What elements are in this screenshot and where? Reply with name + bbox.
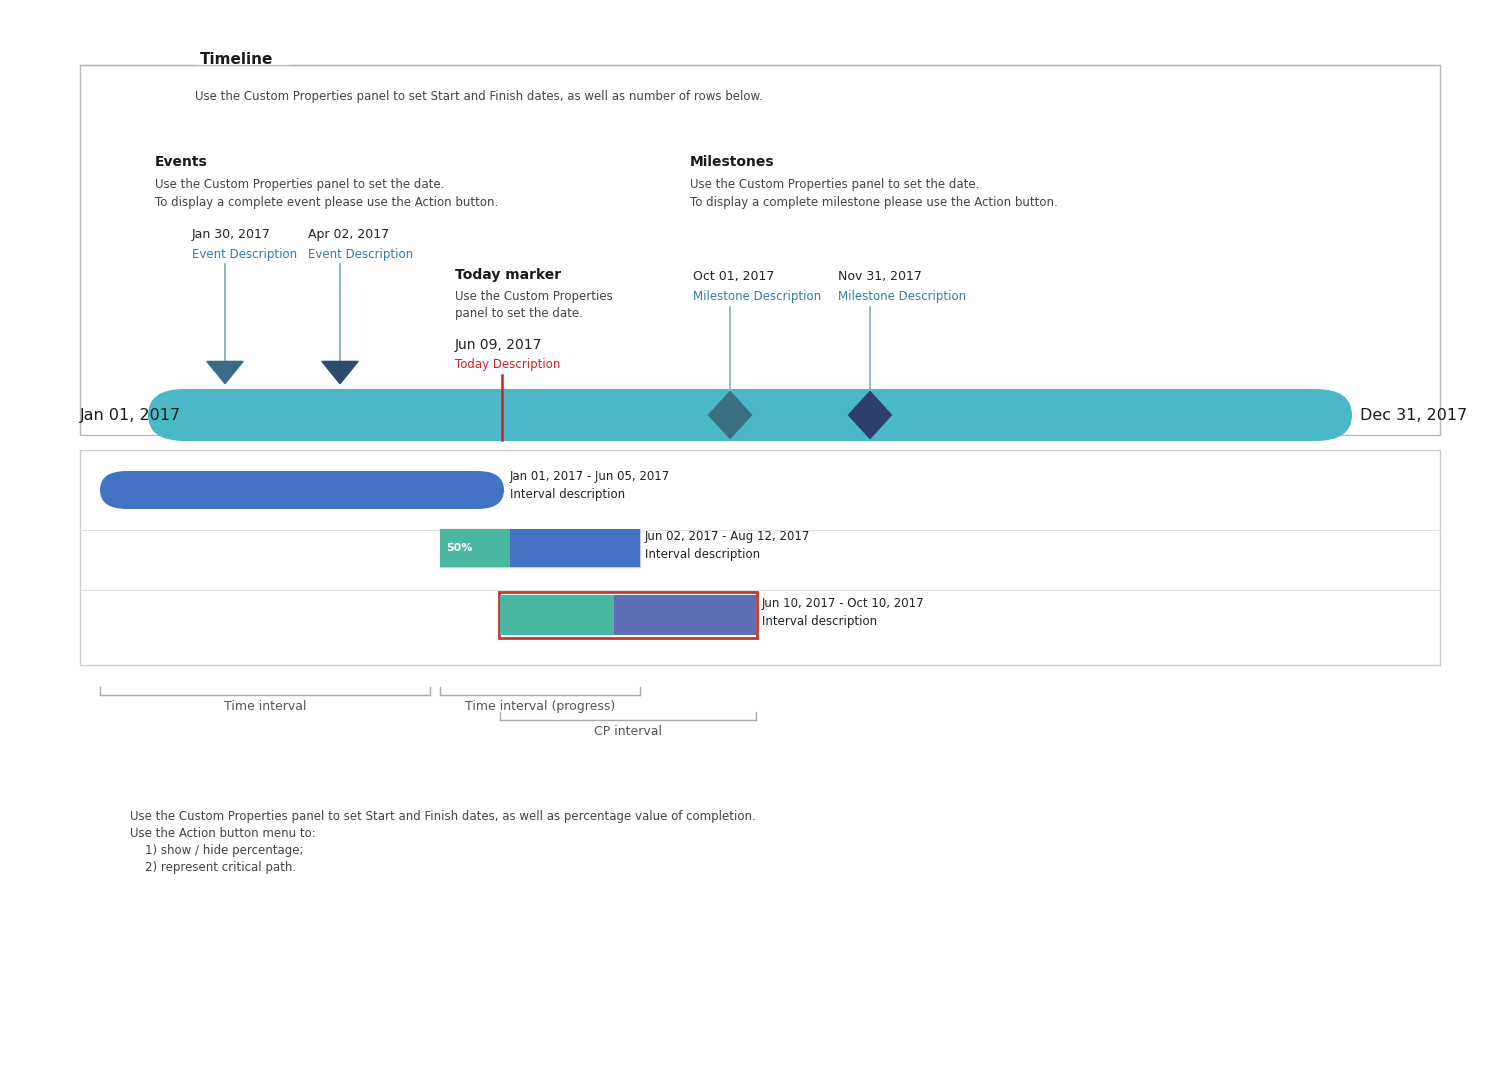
Polygon shape xyxy=(849,392,891,439)
Text: Today marker: Today marker xyxy=(454,268,561,282)
Text: Time interval: Time interval xyxy=(224,701,306,714)
Text: Milestone Description: Milestone Description xyxy=(693,290,820,304)
Text: Use the Custom Properties panel to set the date.: Use the Custom Properties panel to set t… xyxy=(154,178,444,191)
Text: Use the Custom Properties panel to set Start and Finish dates, as well as number: Use the Custom Properties panel to set S… xyxy=(195,91,762,103)
Text: Use the Custom Properties: Use the Custom Properties xyxy=(454,290,612,304)
Text: Use the Action button menu to:: Use the Action button menu to: xyxy=(130,828,315,840)
Text: Interval description: Interval description xyxy=(762,615,878,628)
Text: Event Description: Event Description xyxy=(192,248,297,261)
Text: Today Description: Today Description xyxy=(454,358,561,371)
Text: Nov 31, 2017: Nov 31, 2017 xyxy=(839,271,922,283)
Text: To display a complete milestone please use the Action button.: To display a complete milestone please u… xyxy=(690,196,1058,209)
Bar xyxy=(500,592,758,638)
Text: Use the Custom Properties panel to set Start and Finish dates, as well as percen: Use the Custom Properties panel to set S… xyxy=(130,810,756,823)
Text: 2) represent critical path.: 2) represent critical path. xyxy=(130,861,296,874)
Bar xyxy=(80,450,1440,665)
Polygon shape xyxy=(708,392,752,439)
Text: Jan 01, 2017: Jan 01, 2017 xyxy=(80,408,182,423)
Polygon shape xyxy=(207,361,243,383)
Bar xyxy=(80,65,1440,435)
Text: Jun 02, 2017 - Aug 12, 2017: Jun 02, 2017 - Aug 12, 2017 xyxy=(645,530,810,543)
Text: Milestones: Milestones xyxy=(690,155,774,169)
Text: Events: Events xyxy=(154,155,207,169)
Text: 50%: 50% xyxy=(446,543,472,553)
Text: Timeline: Timeline xyxy=(200,52,273,67)
Text: Jan 01, 2017 - Jun 05, 2017: Jan 01, 2017 - Jun 05, 2017 xyxy=(510,470,670,484)
Text: Interval description: Interval description xyxy=(510,488,626,501)
Text: Oct 01, 2017: Oct 01, 2017 xyxy=(693,271,774,283)
Bar xyxy=(500,595,613,635)
Polygon shape xyxy=(322,361,358,383)
Text: 1) show / hide percentage;: 1) show / hide percentage; xyxy=(130,843,303,857)
Text: To display a complete event please use the Action button.: To display a complete event please use t… xyxy=(154,196,498,209)
FancyBboxPatch shape xyxy=(148,389,1352,441)
Text: Event Description: Event Description xyxy=(308,248,413,261)
Text: Milestone Description: Milestone Description xyxy=(839,290,966,304)
Text: Jan 30, 2017: Jan 30, 2017 xyxy=(192,228,272,241)
Text: Dec 31, 2017: Dec 31, 2017 xyxy=(1360,408,1467,423)
Bar xyxy=(440,529,510,567)
Text: panel to set the date.: panel to set the date. xyxy=(454,307,584,320)
FancyBboxPatch shape xyxy=(100,471,504,509)
Bar xyxy=(510,529,640,567)
Text: Jun 09, 2017: Jun 09, 2017 xyxy=(454,338,543,353)
Text: Apr 02, 2017: Apr 02, 2017 xyxy=(308,228,388,241)
Text: Time interval (progress): Time interval (progress) xyxy=(465,701,615,714)
Bar xyxy=(614,595,756,635)
Text: Jun 10, 2017 - Oct 10, 2017: Jun 10, 2017 - Oct 10, 2017 xyxy=(762,597,924,610)
Text: Interval description: Interval description xyxy=(645,548,760,561)
Text: Use the Custom Properties panel to set the date.: Use the Custom Properties panel to set t… xyxy=(690,178,980,191)
Text: CP interval: CP interval xyxy=(594,725,662,738)
Bar xyxy=(440,529,640,567)
